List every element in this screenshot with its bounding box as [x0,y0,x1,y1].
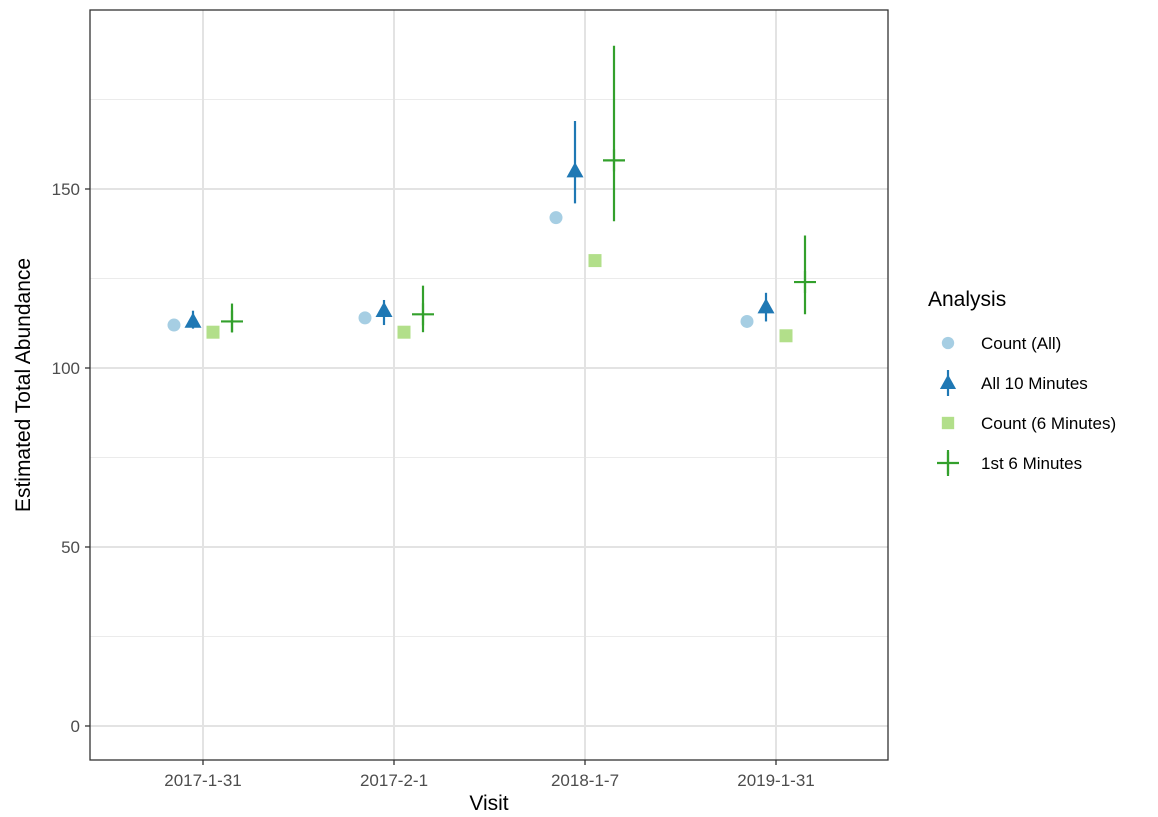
legend-label: 1st 6 Minutes [981,454,1082,473]
x-tick-label: 2017-2-1 [360,771,428,790]
plot-panel [90,10,888,760]
x-axis: 2017-1-31 2017-2-1 2018-1-7 2019-1-31 [164,760,815,790]
data-point [603,149,625,172]
data-point [375,301,393,318]
legend-label: Count (All) [981,334,1061,353]
y-tick-label: 0 [71,717,80,736]
legend-key-marker [941,336,955,350]
x-tick-label: 2019-1-31 [737,771,815,790]
x-tick-label: 2017-1-31 [164,771,242,790]
legend-label: Count (6 Minutes) [981,414,1116,433]
plot-border [89,9,889,761]
data-point [221,310,243,333]
grid [90,10,888,760]
data-point [588,254,602,268]
y-tick-label: 50 [61,538,80,557]
data-point [740,314,754,328]
data-point [757,298,775,314]
legend-title: Analysis [928,288,1006,311]
y-axis: 0 50 100 150 [52,180,90,736]
data-point [549,211,563,225]
data-point [206,325,220,339]
x-tick-label: 2018-1-7 [551,771,619,790]
legend-key-marker [939,374,957,389]
data-point [779,329,793,343]
data-point [566,162,584,178]
legend-key-marker [937,452,959,474]
data-marks [167,45,816,343]
data-point [794,271,816,294]
data-point [184,312,202,328]
y-tick-label: 100 [52,359,80,378]
y-axis-title: Estimated Total Abundance [12,258,35,512]
data-point [412,303,434,326]
data-point [167,318,181,332]
y-tick-label: 150 [52,180,80,199]
legend: Analysis Count (All) All 10 Minutes Count … [928,288,1116,476]
data-point [397,325,411,339]
data-point [358,311,372,325]
legend-key-marker [941,416,955,430]
legend-label: All 10 Minutes [981,374,1088,393]
x-axis-title: Visit [469,792,508,815]
